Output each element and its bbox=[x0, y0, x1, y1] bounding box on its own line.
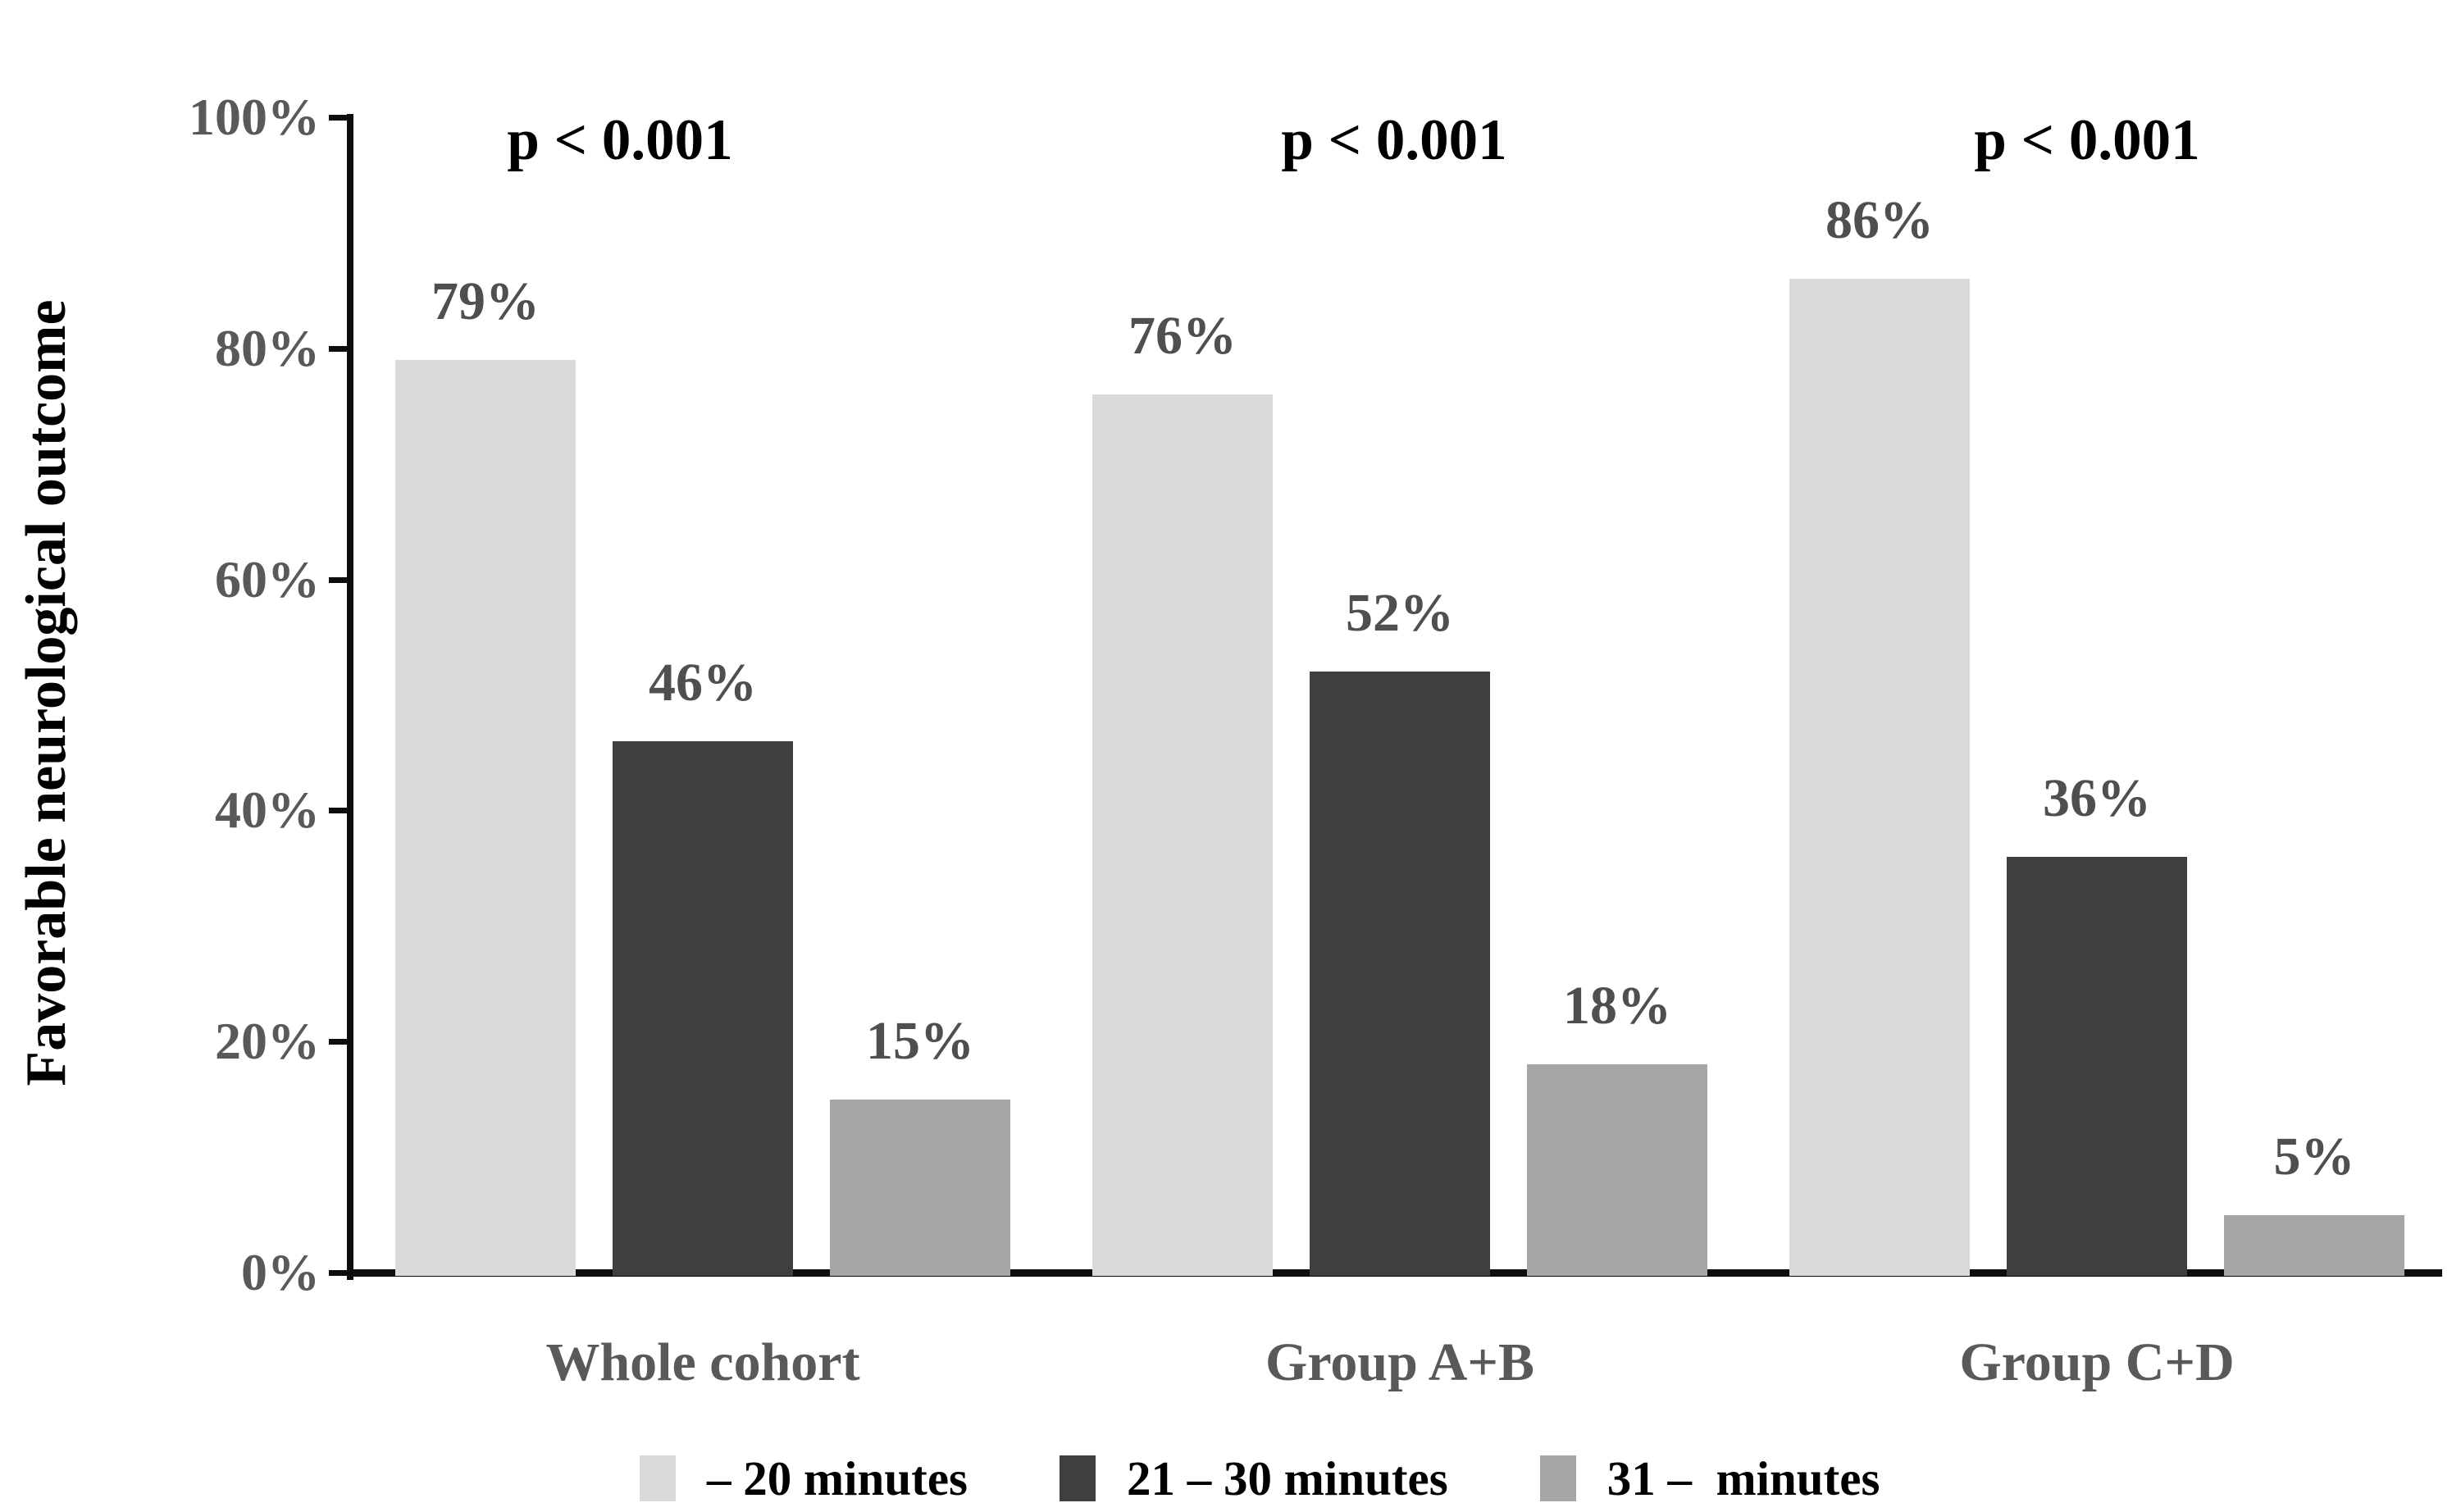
bar-value-label: 5% bbox=[2273, 1126, 2355, 1186]
legend-item: 31 – minutes bbox=[1539, 1451, 1880, 1505]
y-tick-20 bbox=[329, 1039, 347, 1045]
bar-Whole cohort-– 20 minutes bbox=[395, 359, 576, 1276]
bar-Group C+D-– 20 minutes bbox=[1789, 279, 1970, 1276]
bar-value-label: 79% bbox=[431, 271, 540, 331]
legend-item: 21 – 30 minutes bbox=[1059, 1451, 1448, 1505]
legend-swatch-icon bbox=[1059, 1455, 1096, 1501]
bar-value-label: 46% bbox=[649, 652, 757, 713]
legend-item: – 20 minutes bbox=[640, 1453, 968, 1504]
legend-label: – 20 minutes bbox=[707, 1451, 968, 1505]
y-tick-label-0: 0% bbox=[241, 1243, 320, 1301]
p-value-annotation: p < 0.001 bbox=[1974, 108, 2200, 172]
legend-swatch-icon bbox=[640, 1455, 676, 1501]
x-category-label: Group A+B bbox=[1265, 1332, 1534, 1392]
y-tick-60 bbox=[329, 576, 347, 583]
y-axis-line bbox=[347, 114, 353, 1280]
legend-label: 31 – minutes bbox=[1606, 1451, 1880, 1505]
bar-value-label: 76% bbox=[1128, 306, 1237, 367]
legend-label: 21 – 30 minutes bbox=[1126, 1451, 1448, 1505]
y-tick-label-60: 60% bbox=[215, 549, 320, 608]
bar-value-label: 52% bbox=[1346, 583, 1454, 644]
bar-value-label: 18% bbox=[1563, 976, 1671, 1036]
bar-Group C+D-21 – 30 minutes bbox=[2007, 856, 2187, 1276]
legend: – 20 minutes 21 – 30 minutes 31 – minutes bbox=[640, 1453, 1880, 1504]
p-value-annotation: p < 0.001 bbox=[507, 108, 733, 172]
legend-swatch-icon bbox=[1539, 1455, 1576, 1501]
bar-Whole cohort-31 – minutes bbox=[830, 1099, 1010, 1276]
bar-Group C+D-31 – minutes bbox=[2224, 1214, 2404, 1276]
y-tick-0 bbox=[329, 1270, 347, 1276]
x-category-label: Whole cohort bbox=[545, 1332, 860, 1392]
p-value-annotation: p < 0.001 bbox=[1281, 108, 1507, 172]
y-tick-80 bbox=[329, 345, 347, 352]
y-tick-100 bbox=[329, 115, 347, 121]
x-category-label: Group C+D bbox=[1959, 1332, 2235, 1392]
y-tick-label-100: 100% bbox=[189, 88, 320, 146]
bar-Group A+B-21 – 30 minutes bbox=[1310, 672, 1490, 1276]
y-tick-label-40: 40% bbox=[215, 781, 320, 840]
bar-Group A+B-– 20 minutes bbox=[1092, 394, 1273, 1276]
bar-value-label: 86% bbox=[1825, 190, 1934, 251]
bar-Whole cohort-21 – 30 minutes bbox=[613, 740, 793, 1276]
bar-value-label: 36% bbox=[2043, 767, 2151, 828]
bar-Group A+B-31 – minutes bbox=[1527, 1064, 1707, 1276]
y-tick-40 bbox=[329, 808, 347, 814]
y-tick-label-20: 20% bbox=[215, 1012, 320, 1071]
bar-value-label: 15% bbox=[866, 1010, 974, 1071]
y-tick-label-80: 80% bbox=[215, 318, 320, 377]
